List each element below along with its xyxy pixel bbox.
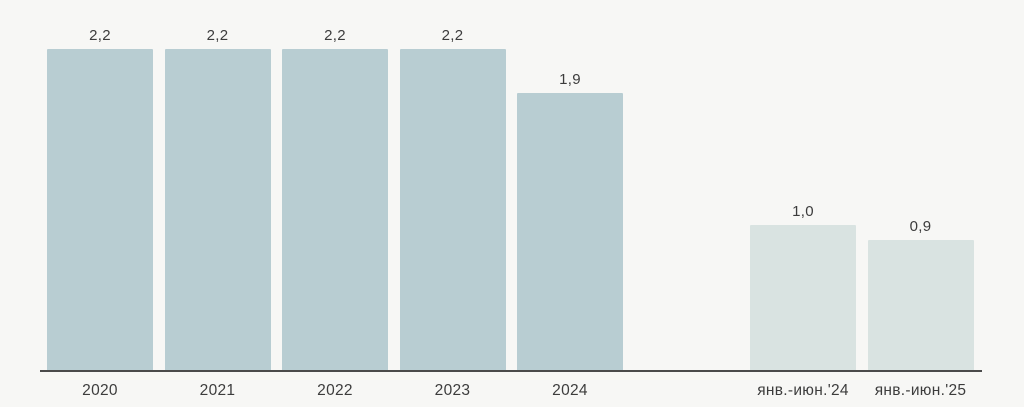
bar-янв.-июн.'25 xyxy=(867,240,974,372)
bar-value-label: 0,9 xyxy=(909,218,932,235)
bar-value-label: 2,2 xyxy=(89,27,111,44)
bar-янв.-июн.'24 xyxy=(750,225,856,372)
x-axis-label: 2020 xyxy=(82,382,118,399)
x-axis-label: 2022 xyxy=(317,382,353,399)
x-axis-label: 2024 xyxy=(552,382,588,399)
bar-2021 xyxy=(164,49,271,372)
bar-2023 xyxy=(399,49,506,372)
x-axis-label: янв.-июн.'25 xyxy=(874,382,967,399)
bar-value-label: 2,2 xyxy=(324,27,346,44)
x-axis-line xyxy=(40,370,982,372)
x-axis-label: 2023 xyxy=(434,382,471,399)
bar-value-label: 2,2 xyxy=(441,27,464,44)
bar-value-label: 1,0 xyxy=(792,203,814,220)
bar-value-label: 1,9 xyxy=(559,71,581,88)
bar-2024 xyxy=(517,93,623,372)
x-axis-label: 2021 xyxy=(199,382,236,399)
bar-2022 xyxy=(282,49,388,372)
x-axis-label: янв.-июн.'24 xyxy=(757,382,849,399)
bar-2020 xyxy=(47,49,153,372)
bar-value-label: 2,2 xyxy=(206,27,229,44)
